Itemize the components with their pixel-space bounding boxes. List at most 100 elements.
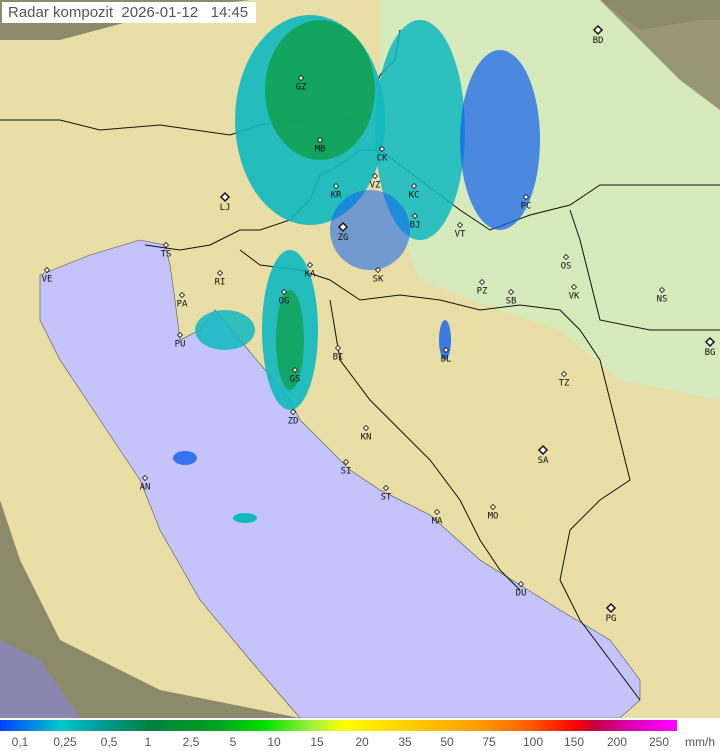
city-label: VK — [569, 292, 580, 302]
city-label: SA — [538, 456, 549, 466]
legend-label: 10 — [267, 735, 281, 749]
city-marker-icon — [507, 288, 515, 296]
city-label: AN — [140, 483, 151, 493]
city-mo: MO — [488, 503, 499, 522]
legend-label: 0,5 — [100, 735, 118, 749]
city-ts: TS — [161, 241, 171, 260]
city-bl: BL — [441, 346, 452, 365]
city-marker-icon — [176, 331, 184, 339]
city-zd: ZD — [288, 408, 299, 427]
city-tz: TZ — [559, 370, 570, 389]
city-bd: BD — [592, 24, 604, 46]
adriatic-sea — [39, 239, 641, 718]
city-label: SB — [506, 297, 517, 307]
legend-label: 15 — [310, 735, 324, 749]
city-label: BI — [333, 353, 344, 363]
city-zg: ZG — [338, 221, 349, 243]
city-pu: PU — [175, 331, 185, 350]
city-ck: CK — [377, 145, 388, 164]
city-marker-icon — [162, 241, 170, 249]
city-pc: PC — [521, 193, 532, 212]
city-ri: RI — [215, 269, 226, 288]
city-gs: GS — [290, 366, 300, 385]
precipitation-color-scale — [0, 720, 677, 731]
city-vk: VK — [569, 283, 580, 302]
city-label: BG — [705, 348, 716, 358]
legend-label: 0,1 — [11, 735, 29, 749]
city-label: PG — [606, 614, 617, 624]
city-marker-icon — [433, 508, 441, 516]
city-label: NS — [657, 295, 668, 305]
city-label: VZ — [370, 181, 381, 191]
city-marker-icon — [489, 503, 497, 511]
city-label: MO — [488, 512, 499, 522]
city-ns: NS — [657, 286, 668, 305]
outside-range-ne — [600, 0, 720, 110]
city-marker-icon — [517, 580, 525, 588]
city-sk: SK — [373, 266, 384, 285]
city-sa: SA — [537, 444, 549, 466]
city-marker-icon — [378, 145, 386, 153]
city-pz: PZ — [477, 278, 488, 297]
city-marker-icon — [562, 253, 570, 261]
city-label: KA — [305, 270, 316, 280]
legend-label: 250 — [648, 735, 670, 749]
city-label: GZ — [296, 83, 307, 93]
city-st: ST — [381, 484, 392, 503]
city-label: LJ — [220, 203, 231, 213]
city-label: ZD — [288, 417, 299, 427]
legend-label: 200 — [606, 735, 628, 749]
city-kc: KC — [409, 182, 420, 201]
city-label: PA — [177, 300, 188, 310]
city-label: DU — [516, 589, 527, 599]
city-marker-icon — [522, 193, 530, 201]
city-vt: VT — [455, 221, 466, 240]
city-label: BJ — [410, 221, 421, 231]
city-marker-icon — [306, 261, 314, 269]
city-label: PZ — [477, 287, 488, 297]
city-og: OG — [279, 288, 289, 307]
city-os: OS — [561, 253, 571, 272]
city-pg: PG — [605, 602, 617, 624]
outside-sea-corner — [0, 640, 80, 718]
city-marker-icon — [371, 172, 379, 180]
legend-label: 50 — [440, 735, 454, 749]
city-label: RI — [215, 278, 226, 288]
city-label: ST — [381, 493, 392, 503]
city-marker-icon — [219, 191, 231, 203]
city-marker-icon — [382, 484, 390, 492]
radar-title: Radar kompozit 2026-01-12 14:45 — [2, 2, 257, 23]
city-ka: KA — [305, 261, 316, 280]
city-marker-icon — [456, 221, 464, 229]
city-vz: VZ — [370, 172, 381, 191]
city-kr: KR — [331, 182, 342, 201]
city-kn: KN — [361, 424, 371, 443]
city-gz: GZ — [296, 74, 307, 93]
city-label: SI — [341, 467, 352, 477]
city-marker-icon — [216, 269, 224, 277]
city-sb: SB — [506, 288, 517, 307]
city-bg: BG — [705, 336, 716, 358]
city-label: KC — [409, 191, 420, 201]
city-si: SI — [341, 458, 352, 477]
city-marker-icon — [537, 444, 549, 456]
city-label: BL — [441, 355, 452, 365]
legend-label: 150 — [563, 735, 585, 749]
city-marker-icon — [442, 346, 450, 354]
legend-label: 0,25 — [53, 735, 77, 749]
legend-label: 20 — [355, 735, 369, 749]
city-label: ZG — [338, 233, 349, 243]
legend-label: 35 — [398, 735, 412, 749]
city-bj: BJ — [410, 212, 421, 231]
city-label: PC — [521, 202, 532, 212]
city-marker-icon — [297, 74, 305, 82]
city-marker-icon — [605, 602, 617, 614]
city-markers: BD GZ MB CK VZ KR KC LJ BJ VT PC ZG TS VE RI KA SK OS PZ SB… — [42, 24, 716, 624]
legend-label: 5 — [229, 735, 237, 749]
city-label: CK — [377, 154, 388, 164]
city-marker-icon — [316, 136, 324, 144]
city-marker-icon — [570, 283, 578, 291]
legend-label: 100 — [522, 735, 544, 749]
city-marker-icon — [592, 24, 604, 36]
city-label: MA — [432, 517, 443, 527]
